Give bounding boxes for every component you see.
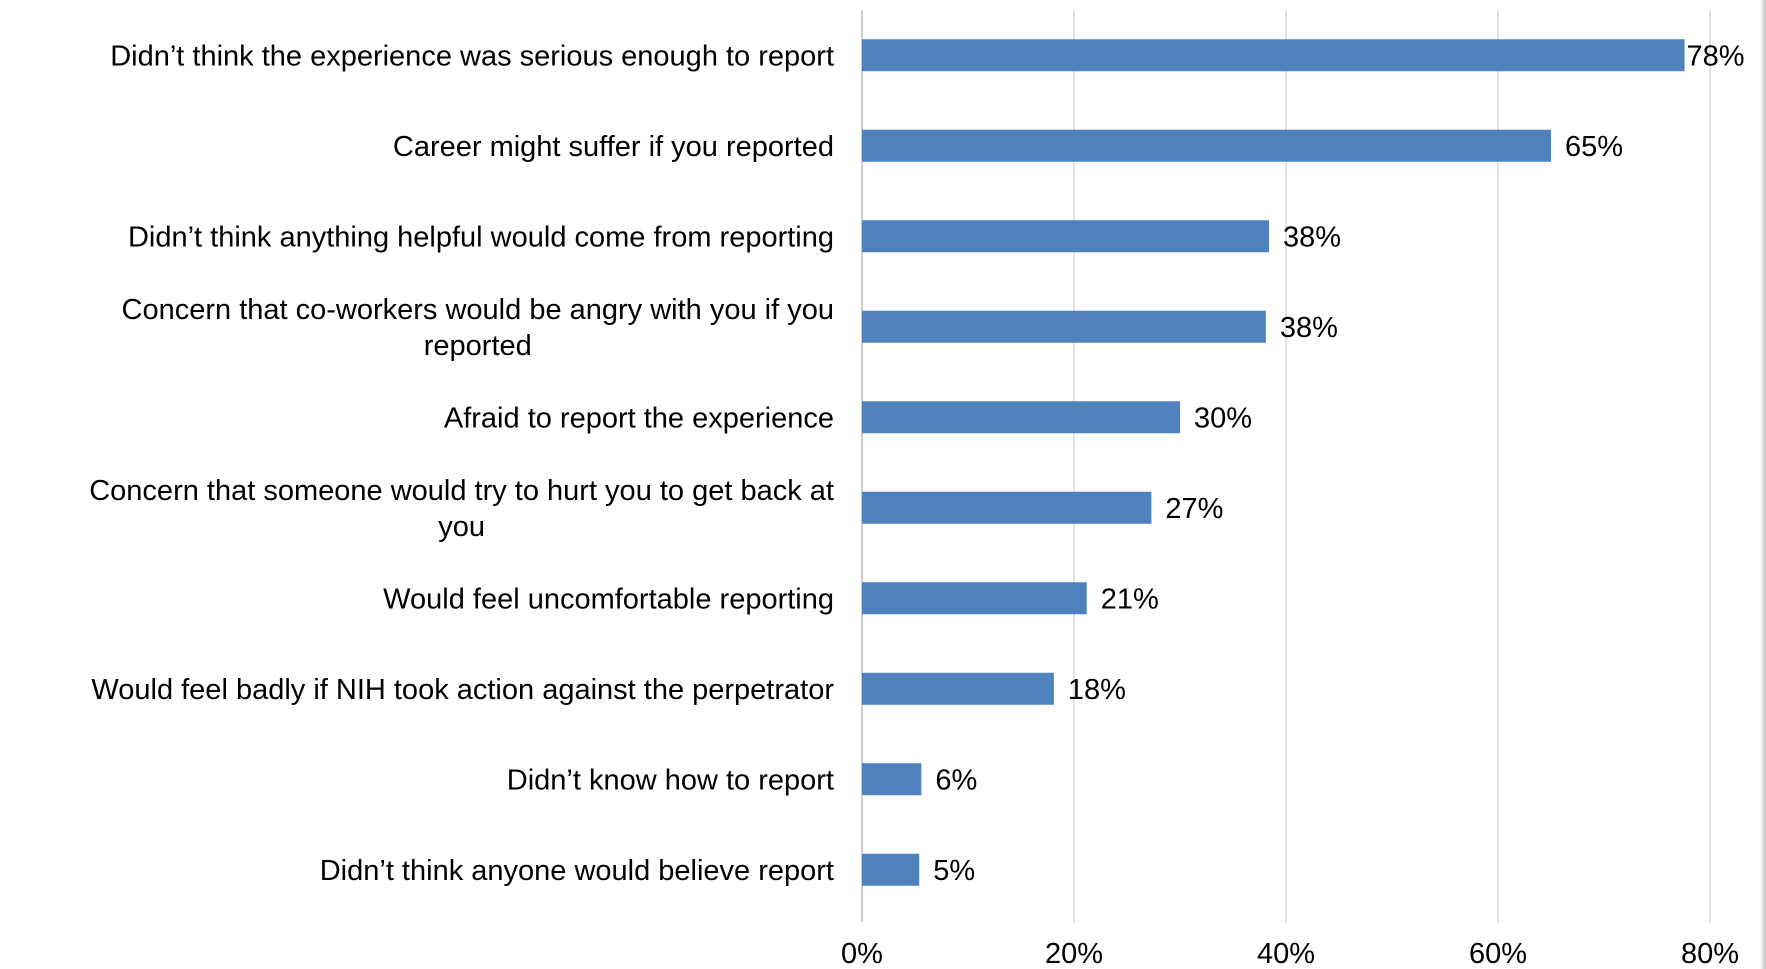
category-labels: Didn’t think the experience was serious … [89,40,834,887]
data-label: 18% [1068,674,1126,706]
category-label: Didn’t think anyone would believe report [320,855,834,887]
data-label: 38% [1280,312,1338,344]
category-label: Would feel uncomfortable reporting [383,583,834,615]
data-label: 27% [1165,493,1223,525]
value-labels: 78% 65% 38% 38% 30% 27% 21% 18% 6% 5% [933,40,1744,887]
bar [862,129,1551,162]
bar [862,310,1266,343]
bar [862,220,1270,253]
data-label: 65% [1565,131,1623,163]
data-label: 21% [1101,583,1159,615]
category-label: Career might suffer if you reported [393,131,834,163]
right-edge-shadow [1760,0,1766,969]
bar [862,491,1152,524]
bar [862,39,1685,72]
x-tick-label: 0% [841,938,883,969]
data-label: 6% [935,764,977,796]
category-label: Afraid to report the experience [444,402,834,434]
x-tick-label: 80% [1681,938,1739,969]
bar [862,582,1087,615]
x-tick-label: 60% [1469,938,1527,969]
category-label-continuation: reported [424,330,532,362]
bar [862,763,922,796]
category-label-continuation: you [438,511,485,543]
category-label: Didn’t know how to report [507,764,834,796]
bar [862,401,1180,434]
category-label: Concern that co-workers would be angry w… [122,294,834,326]
category-label: Didn’t think anything helpful would come… [128,221,834,253]
bar [862,853,920,886]
data-label: 78% [1687,40,1745,72]
bar [862,672,1054,705]
data-label: 38% [1283,221,1341,253]
x-tick-label: 20% [1045,938,1103,969]
data-label: 30% [1194,402,1252,434]
x-axis-ticks: 0% 20% 40% 60% 80% [841,938,1739,969]
category-label: Would feel badly if NIH took action agai… [91,674,834,706]
data-label: 5% [933,855,975,887]
x-tick-label: 40% [1257,938,1315,969]
category-label: Didn’t think the experience was serious … [110,40,834,72]
category-label: Concern that someone would try to hurt y… [89,475,834,507]
bars [862,39,1685,886]
